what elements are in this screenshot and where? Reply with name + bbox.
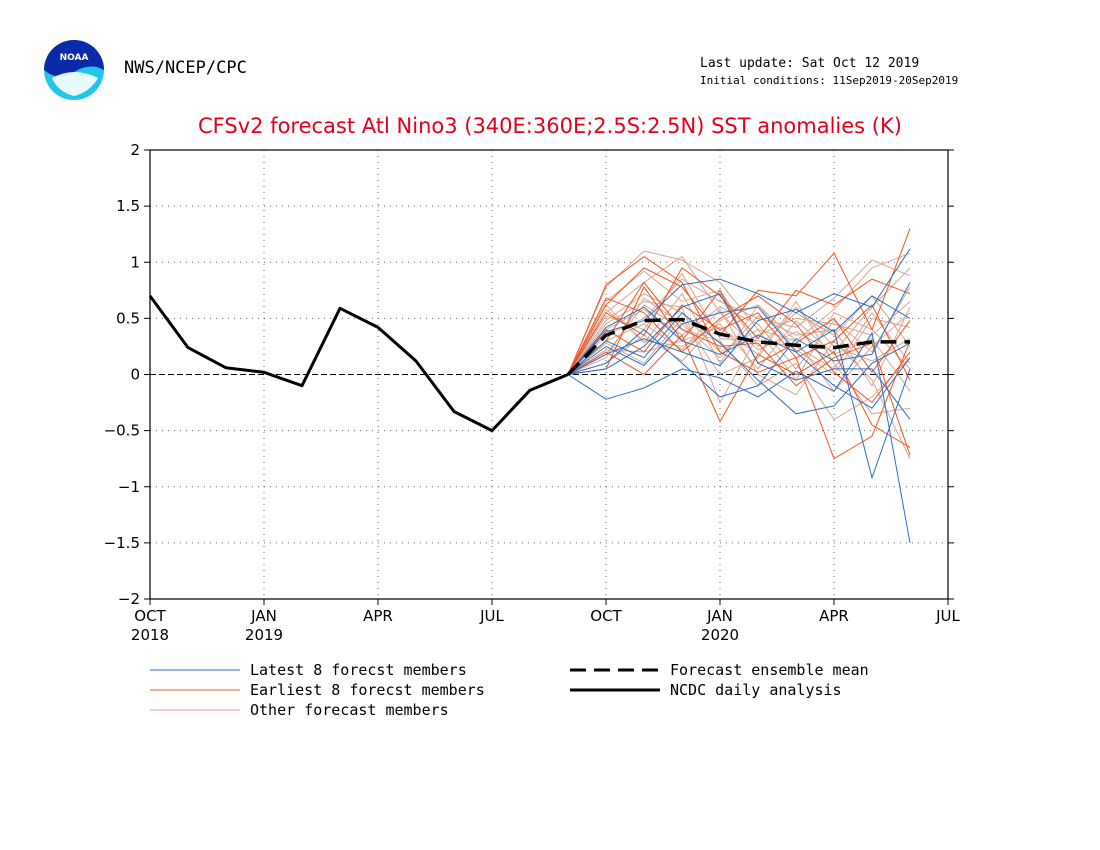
analysis-line <box>148 295 569 433</box>
other-member-line <box>567 250 911 375</box>
initial-conditions-label: Initial conditions: 11Sep2019-20Sep2019 <box>700 74 959 87</box>
y-tick-label: −0.5 <box>104 422 140 440</box>
latest-member-line <box>567 293 911 420</box>
legend-label-earliest: Earliest 8 forecst members <box>250 681 485 699</box>
organization-label: NWS/NCEP/CPC <box>124 58 247 78</box>
x-tick-label: OCT <box>590 607 622 625</box>
last-update-label: Last update: Sat Oct 12 2019 <box>700 56 920 71</box>
y-axis-ticks: 2 1.5 1 0.5 0 −0.5 −1 −1.5 −2 <box>104 141 954 608</box>
earliest-member-line <box>567 304 911 381</box>
gridlines <box>150 150 948 599</box>
y-tick-label: 1 <box>130 253 140 271</box>
y-tick-label: 2 <box>130 141 140 159</box>
x-tick-label: JUL <box>479 607 504 625</box>
y-tick-label: −1 <box>118 478 140 496</box>
ensemble-mean-line <box>566 317 910 376</box>
y-tick-label: 0 <box>130 366 140 384</box>
latest-member-line <box>567 331 911 543</box>
latest-member-line <box>567 312 911 415</box>
legend-label-mean: Forecast ensemble mean <box>670 661 869 679</box>
noaa-logo-text: NOAA <box>60 53 89 63</box>
latest-member-line <box>567 306 911 480</box>
chart-title: CFSv2 forecast Atl Nino3 (340E:360E;2.5S… <box>198 114 902 138</box>
x-tick-label: APR <box>819 607 849 625</box>
earliest-member-line <box>567 267 911 375</box>
series-group <box>148 228 911 543</box>
y-tick-label: 1.5 <box>116 197 140 215</box>
other-member-line <box>567 293 911 382</box>
latest-member-line <box>567 306 911 409</box>
y-tick-label: −2 <box>118 590 140 608</box>
other-member-line <box>567 300 911 404</box>
other-member-line <box>567 286 911 375</box>
legend-label-analysis: NCDC daily analysis <box>670 681 842 699</box>
x-tick-label: OCT <box>134 607 166 625</box>
x-tick-label: JAN <box>250 607 277 625</box>
latest-member-line <box>567 282 911 398</box>
x-tick-year-label: 2020 <box>701 626 739 644</box>
x-tick-label: JAN <box>706 607 733 625</box>
x-tick-year-label: 2019 <box>245 626 283 644</box>
earliest-member-line <box>567 295 911 404</box>
x-tick-label: JUL <box>935 607 960 625</box>
noaa-logo: NOAA <box>44 40 104 100</box>
legend-label-latest: Latest 8 forecst members <box>250 661 467 679</box>
legend: Latest 8 forecst members Earliest 8 forec… <box>150 661 869 719</box>
x-tick-label: APR <box>363 607 393 625</box>
y-tick-label: 0.5 <box>116 309 140 327</box>
other-member-line <box>567 308 911 392</box>
y-tick-label: −1.5 <box>104 534 140 552</box>
other-member-line <box>567 308 911 459</box>
legend-label-other: Other forecast members <box>250 701 449 719</box>
x-tick-year-label: 2018 <box>131 626 169 644</box>
